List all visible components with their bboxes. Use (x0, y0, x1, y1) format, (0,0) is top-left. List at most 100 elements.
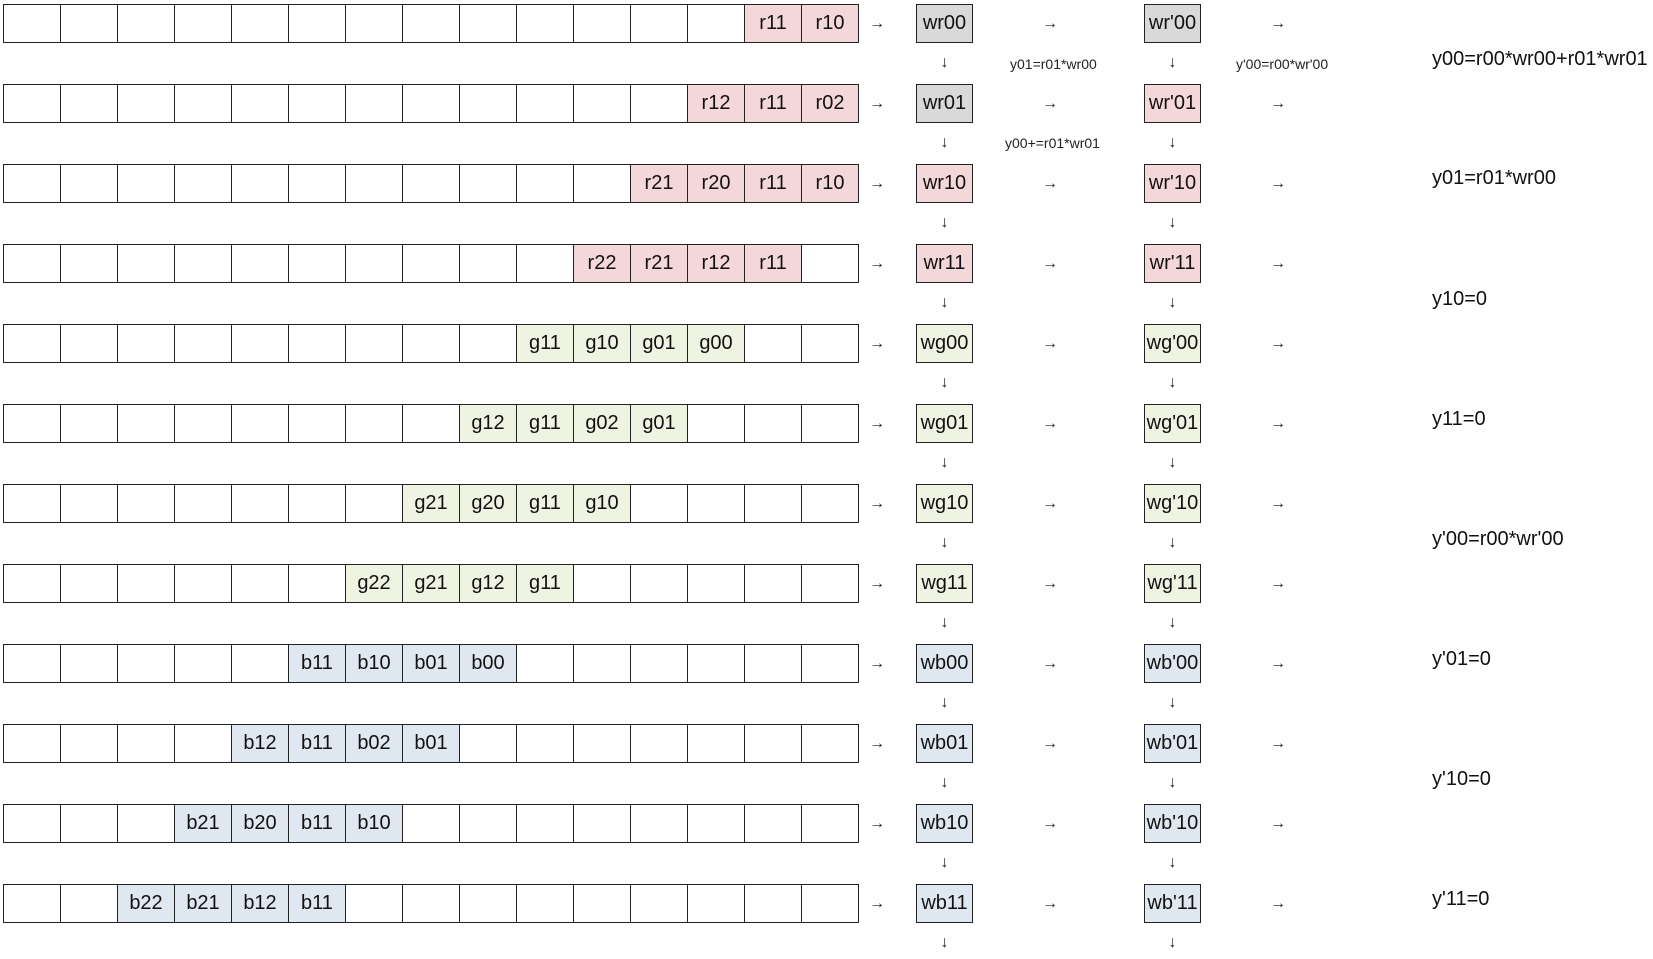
down-arrow-icon: ↓ (1168, 534, 1177, 551)
empty-cell (744, 804, 802, 843)
output-label: y'00=r00*wr'00 (1432, 528, 1564, 550)
empty-cell (516, 84, 574, 123)
weight-box-wr11: wr11 (916, 244, 973, 283)
empty-cell (3, 404, 61, 443)
right-arrow-icon: → (869, 895, 885, 912)
right-arrow-icon: → (1270, 15, 1286, 32)
right-arrow-icon: → (1270, 575, 1286, 592)
empty-cell (288, 484, 346, 523)
empty-cell (60, 884, 118, 923)
right-arrow-icon: → (869, 335, 885, 352)
right-arrow-icon: → (869, 575, 885, 592)
empty-cell (744, 724, 802, 763)
down-arrow-icon: ↓ (1168, 614, 1177, 631)
input-cell-b12: b12 (231, 884, 289, 923)
empty-cell (801, 404, 859, 443)
empty-cell (744, 644, 802, 683)
down-arrow-icon: ↓ (1168, 854, 1177, 871)
empty-cell (402, 804, 460, 843)
input-cell-g12: g12 (459, 564, 517, 603)
empty-cell (231, 324, 289, 363)
empty-cell (174, 324, 232, 363)
right-arrow-icon: → (1270, 655, 1286, 672)
empty-cell (60, 564, 118, 603)
input-cell-r21: r21 (630, 164, 688, 203)
empty-cell (174, 484, 232, 523)
input-cell-r20: r20 (687, 164, 745, 203)
empty-cell (3, 884, 61, 923)
right-arrow-icon: → (1270, 815, 1286, 832)
empty-cell (630, 564, 688, 603)
empty-cell (174, 644, 232, 683)
input-cell-b01: b01 (402, 644, 460, 683)
empty-cell (573, 724, 631, 763)
empty-cell (3, 244, 61, 283)
empty-cell (231, 404, 289, 443)
right-arrow-icon: → (1042, 15, 1058, 32)
empty-cell (459, 724, 517, 763)
empty-cell (744, 404, 802, 443)
empty-cell (117, 644, 175, 683)
down-arrow-icon: ↓ (940, 614, 949, 631)
empty-cell (459, 4, 517, 43)
right-arrow-icon: → (869, 175, 885, 192)
weight-box-wb01: wb01 (916, 724, 973, 763)
empty-cell (516, 804, 574, 843)
empty-cell (60, 4, 118, 43)
empty-cell (288, 404, 346, 443)
right-arrow-icon: → (869, 255, 885, 272)
input-cell-b21: b21 (174, 804, 232, 843)
empty-cell (231, 484, 289, 523)
input-cell-g22: g22 (345, 564, 403, 603)
input-cell-g10: g10 (573, 324, 631, 363)
right-arrow-icon: → (1042, 175, 1058, 192)
input-cell-b10: b10 (345, 644, 403, 683)
right-arrow-icon: → (1270, 895, 1286, 912)
empty-cell (60, 484, 118, 523)
empty-cell (573, 884, 631, 923)
empty-cell (345, 404, 403, 443)
empty-cell (345, 4, 403, 43)
empty-cell (630, 884, 688, 923)
empty-cell (801, 564, 859, 603)
weight-box-wg10: wg10 (916, 484, 973, 523)
weight-prime-box-3: wr'11 (1144, 244, 1201, 283)
weight-box-wb11: wb11 (916, 884, 973, 923)
empty-cell (402, 164, 460, 203)
right-arrow-icon: → (1042, 575, 1058, 592)
empty-cell (60, 644, 118, 683)
empty-cell (459, 244, 517, 283)
empty-cell (630, 804, 688, 843)
weight-box-wr01: wr01 (916, 84, 973, 123)
right-arrow-icon: → (869, 655, 885, 672)
input-cell-g21: g21 (402, 484, 460, 523)
empty-cell (687, 644, 745, 683)
down-arrow-icon: ↓ (940, 934, 949, 951)
empty-cell (573, 84, 631, 123)
output-label: y'10=0 (1432, 768, 1491, 790)
empty-cell (3, 4, 61, 43)
input-cell-r11: r11 (744, 84, 802, 123)
right-arrow-icon: → (1042, 735, 1058, 752)
empty-cell (402, 324, 460, 363)
weight-prime-box-7: wg'11 (1144, 564, 1201, 603)
empty-cell (345, 884, 403, 923)
empty-cell (117, 564, 175, 603)
output-label: y'01=0 (1432, 648, 1491, 670)
empty-cell (174, 404, 232, 443)
right-arrow-icon: → (1270, 735, 1286, 752)
down-arrow-icon: ↓ (940, 374, 949, 391)
right-arrow-icon: → (1270, 415, 1286, 432)
down-arrow-icon: ↓ (1168, 214, 1177, 231)
empty-cell (516, 724, 574, 763)
empty-cell (60, 404, 118, 443)
right-arrow-icon: → (1270, 95, 1286, 112)
empty-cell (117, 804, 175, 843)
input-cell-g12: g12 (459, 404, 517, 443)
weight-box-wg01: wg01 (916, 404, 973, 443)
input-cell-r21: r21 (630, 244, 688, 283)
empty-cell (687, 564, 745, 603)
input-cell-b11: b11 (288, 724, 346, 763)
empty-cell (459, 804, 517, 843)
